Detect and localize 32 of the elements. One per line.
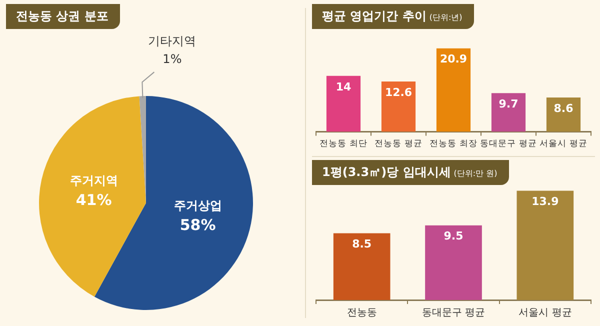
slice-label: 기타지역: [148, 34, 196, 48]
data-label: 58%: [180, 216, 216, 234]
data-label: 9.5: [444, 230, 464, 243]
slice-label: 주거지역: [70, 173, 118, 188]
data-label: 9.7: [498, 97, 518, 110]
x-tick-label: 전농동 평균: [374, 139, 422, 150]
chart-title: 평균 영업기간 추이: [322, 9, 426, 23]
x-tick-label: 전농동: [346, 308, 377, 319]
data-label: 8.5: [352, 238, 372, 251]
data-label: 1%: [162, 52, 182, 66]
slice-label: 주거상업: [174, 198, 222, 212]
x-tick-label: 서울시 평균: [540, 139, 588, 150]
bar: [436, 48, 471, 132]
bar: [546, 97, 581, 132]
data-label: 14: [336, 80, 352, 94]
x-tick-label: 전농동 최장: [430, 139, 478, 150]
chart-subtitle: (단위:년): [429, 13, 462, 22]
chart-title: 전농동 상권 분포: [6, 4, 120, 29]
bar: [381, 82, 416, 132]
data-label: 8.6: [554, 102, 574, 115]
chart-title: 1평(3.3㎡)당 임대시세: [322, 165, 451, 179]
x-tick-label: 서울시 평균: [518, 308, 572, 319]
bar: [326, 76, 361, 132]
data-label: 13.9: [532, 195, 559, 208]
bar: [491, 93, 526, 132]
x-tick-label: 전농동 최단: [320, 139, 368, 150]
data-label: 41%: [76, 191, 112, 210]
chart-subtitle: (단위:만 원): [454, 169, 498, 178]
x-tick-label: 동대문구 평균: [480, 139, 537, 150]
data-label: 20.9: [440, 52, 468, 66]
data-label: 12.6: [384, 86, 412, 99]
x-tick-label: 동대문구 평균: [422, 308, 486, 319]
